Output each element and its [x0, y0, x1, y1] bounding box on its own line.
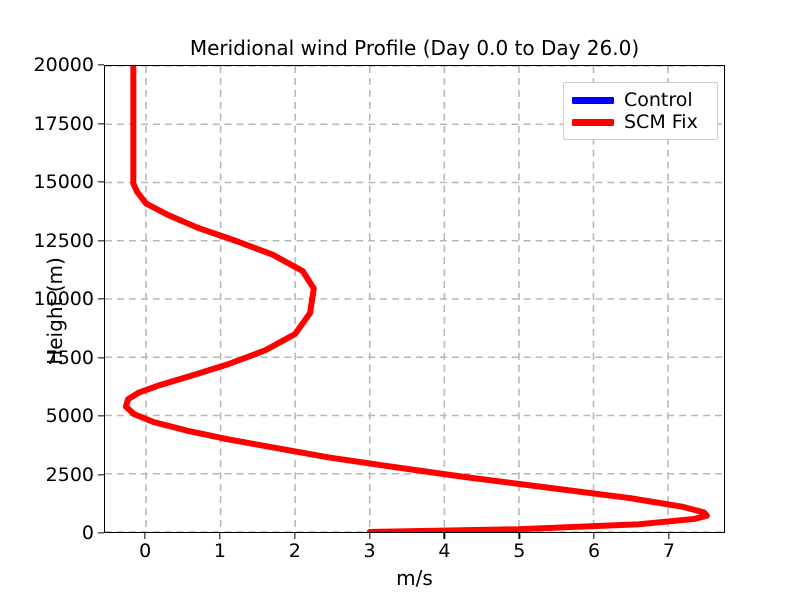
x-tick-mark	[144, 533, 146, 539]
legend-swatch-control	[572, 96, 614, 104]
y-tick-label: 0	[81, 522, 94, 544]
y-tick-mark	[98, 64, 104, 66]
y-tick-label: 5000	[45, 405, 94, 427]
y-tick-label: 15000	[33, 171, 94, 193]
x-tick-mark	[593, 533, 595, 539]
x-tick-label: 5	[513, 540, 526, 562]
legend-item-control[interactable]: Control	[572, 89, 709, 111]
y-tick-label: 12500	[33, 229, 94, 252]
y-tick-label: 17500	[33, 112, 94, 135]
chart-legend[interactable]: Control SCM Fix	[563, 82, 718, 140]
x-tick-label: 7	[662, 540, 675, 562]
x-tick-mark	[518, 533, 520, 539]
y-tick-mark	[98, 473, 104, 476]
plot-area[interactable]	[104, 65, 725, 533]
x-tick-label: 1	[213, 540, 227, 562]
legend-swatch-scm-fix	[572, 118, 614, 126]
x-tick-label: 0	[139, 540, 152, 562]
y-tick-mark	[98, 532, 104, 534]
x-tick-mark	[368, 533, 371, 539]
legend-label-control: Control	[624, 89, 693, 111]
legend-item-scm-fix[interactable]: SCM Fix	[572, 111, 709, 133]
y-tick-mark	[98, 298, 104, 300]
y-tick-mark	[98, 122, 104, 125]
y-tick-label: 7500	[45, 346, 94, 369]
x-tick-mark	[668, 533, 670, 539]
y-tick-mark	[98, 415, 104, 417]
y-tick-label: 10000	[33, 288, 94, 310]
x-tick-label: 3	[363, 540, 376, 562]
data-series-layer	[122, 66, 710, 532]
y-axis-label: Height (m)	[43, 257, 67, 365]
x-tick-mark	[443, 533, 446, 539]
x-tick-label: 2	[288, 540, 301, 562]
x-tick-label: 4	[438, 540, 451, 562]
y-tick-label: 20000	[33, 54, 94, 76]
y-tick-mark	[98, 181, 104, 183]
x-tick-label: 6	[588, 540, 601, 562]
y-tick-mark	[98, 239, 104, 242]
gridlines	[105, 66, 724, 532]
y-tick-label: 2500	[45, 463, 94, 486]
chart-title: Meridional wind Profile (Day 0.0 to Day …	[189, 36, 640, 60]
x-axis-label: m/s	[396, 566, 433, 590]
series-line-scm-fix	[122, 66, 710, 532]
legend-label-scm-fix: SCM Fix	[624, 111, 698, 133]
x-tick-mark	[294, 533, 296, 539]
y-tick-mark	[98, 356, 104, 359]
x-tick-mark	[219, 533, 221, 539]
